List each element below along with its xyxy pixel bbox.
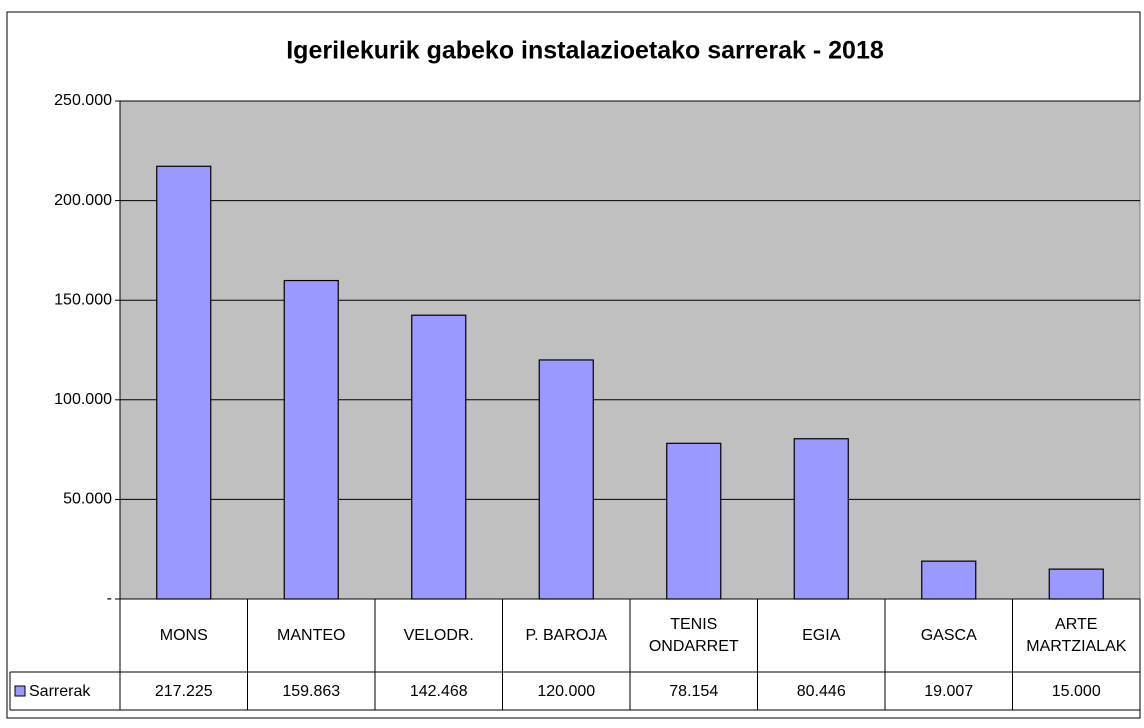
x-tick-label-box: VELODR. [375,599,503,672]
x-tick-label-box: GASCA [885,599,1013,672]
x-tick-label: ARTE MARTZIALAK [1026,615,1127,655]
x-tick-label: TENIS ONDARRET [648,615,739,655]
x-tick-label: EGIA [802,626,841,644]
y-tick-label: 50.000 [63,491,112,508]
x-tick-label-box: TENIS ONDARRET [630,599,758,672]
bar [538,359,594,600]
x-tick-label-box: EGIA [758,599,886,672]
y-tick-label: 200.000 [54,192,112,209]
x-tick-label-wrap: MANTEO [248,599,376,672]
value-label: 159.863 [282,683,340,700]
value-label: 15.000 [1052,683,1101,700]
value-label: 80.446 [797,683,846,700]
x-tick-label-box: MANTEO [248,599,376,672]
x-tick-label-wrap: VELODR. [375,599,503,672]
x-tick-label-wrap: ARTE MARTZIALAK [1013,599,1141,672]
value-label: 142.468 [410,683,468,700]
y-tick-label: - [107,590,112,607]
x-tick-label-wrap: TENIS ONDARRET [630,599,758,672]
y-tick-label: 150.000 [54,291,112,308]
plot-area [119,100,1141,600]
x-tick-label: MONS [159,626,208,644]
x-tick-label: MANTEO [277,626,346,644]
x-tick-label-wrap: EGIA [758,599,886,672]
chart-title: Igerilekurik gabeko instalazioetako sarr… [286,37,884,65]
legend-key [14,685,26,697]
y-tick-label: 100.000 [54,391,112,408]
x-tick-label-wrap: MONS [120,599,248,672]
x-tick-label-box: MONS [120,599,248,672]
x-tick-label: VELODR. [403,626,474,644]
bar [156,165,212,600]
bar [793,438,849,600]
value-label: 78.154 [669,683,718,700]
legend-label: Sarrerak [29,683,91,700]
x-tick-label-box: P. BAROJA [503,599,631,672]
value-label: 217.225 [155,683,213,700]
bar [411,314,467,600]
y-tick-label: 250.000 [54,92,112,109]
x-tick-label-box: ARTE MARTZIALAK [1013,599,1141,672]
x-tick-label-wrap: GASCA [885,599,1013,672]
x-tick-label: GASCA [920,626,977,644]
value-label: 120.000 [537,683,595,700]
bar [666,442,722,600]
x-tick-label: P. BAROJA [525,626,607,644]
bar [283,279,339,600]
x-tick-label-wrap: P. BAROJA [503,599,631,672]
bar [921,560,977,600]
value-label: 19.007 [924,683,973,700]
bar [1048,568,1104,600]
